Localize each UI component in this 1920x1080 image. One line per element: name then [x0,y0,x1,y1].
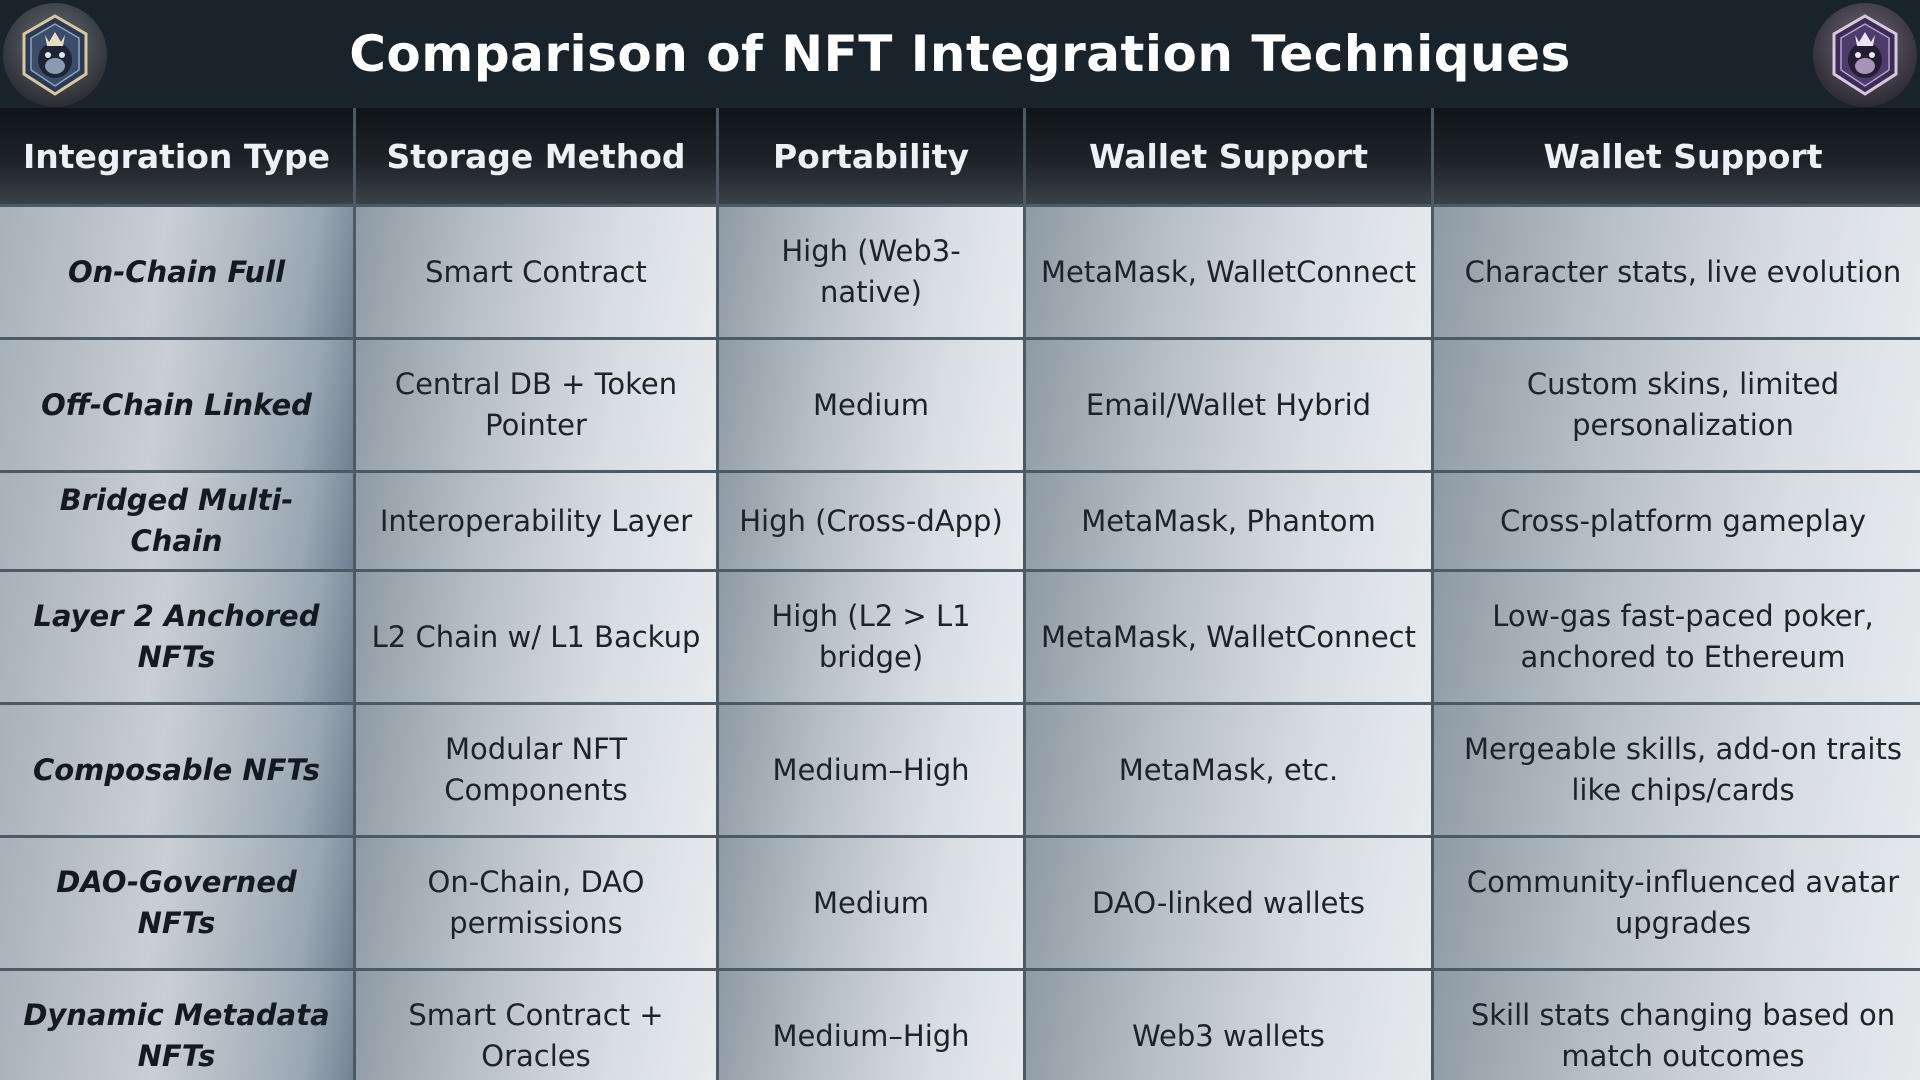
column-header-wallet-support-2: Wallet Support [1434,108,1920,204]
row-label-dao-governed-nfts: DAO-Governed NFTs [0,838,353,968]
table-cell: Email/Wallet Hybrid [1026,340,1431,470]
row-label-off-chain-linked: Off-Chain Linked [0,340,353,470]
table-cell: Medium–High [719,971,1023,1080]
table-cell: MetaMask, WalletConnect [1026,572,1431,702]
table-cell: Smart Contract + Oracles [356,971,716,1080]
table-cell: Medium–High [719,705,1023,835]
table-cell: L2 Chain w/ L1 Backup [356,572,716,702]
gorilla-emblem-icon [1812,2,1918,108]
table-cell: Central DB + Token Pointer [356,340,716,470]
table-cell: Mergeable skills, add-on traits like chi… [1434,705,1920,835]
table-cell: DAO-linked wallets [1026,838,1431,968]
table-cell: Modular NFT Components [356,705,716,835]
table-cell: Medium [719,838,1023,968]
table-cell: Low-gas fast-paced poker, anchored to Et… [1434,572,1920,702]
table-cell: Smart Contract [356,207,716,337]
row-label-dynamic-metadata-nfts: Dynamic Metadata NFTs [0,971,353,1080]
column-header-integration-type: Integration Type [0,108,353,204]
column-header-storage-method: Storage Method [356,108,716,204]
table-cell: Web3 wallets [1026,971,1431,1080]
table-cell: Community-influenced avatar upgrades [1434,838,1920,968]
row-label-bridged-multi-chain: Bridged Multi-Chain [0,473,353,569]
row-label-layer-2-anchored: Layer 2 Anchored NFTs [0,572,353,702]
table-cell: MetaMask, Phantom [1026,473,1431,569]
table-cell: Skill stats changing based on match outc… [1434,971,1920,1080]
table-cell: Character stats, live evolution [1434,207,1920,337]
table-cell: Custom skins, limited personalization [1434,340,1920,470]
column-header-wallet-support: Wallet Support [1026,108,1431,204]
table-cell: High (L2 > L1 bridge) [719,572,1023,702]
page-title: Comparison of NFT Integration Techniques [349,25,1571,83]
table-cell: MetaMask, etc. [1026,705,1431,835]
table-cell: Cross-platform gameplay [1434,473,1920,569]
comparison-table: Integration Type Storage Method Portabil… [0,108,1920,1080]
gorilla-emblem-icon [2,2,108,108]
column-header-portability: Portability [719,108,1023,204]
row-label-on-chain-full: On-Chain Full [0,207,353,337]
table-cell: On-Chain, DAO permissions [356,838,716,968]
table-cell: Interoperability Layer [356,473,716,569]
row-label-composable-nfts: Composable NFTs [0,705,353,835]
table-cell: High (Cross-dApp) [719,473,1023,569]
table-cell: High (Web3-native) [719,207,1023,337]
header-bar [0,0,1920,108]
table-cell: MetaMask, WalletConnect [1026,207,1431,337]
table-cell: Medium [719,340,1023,470]
